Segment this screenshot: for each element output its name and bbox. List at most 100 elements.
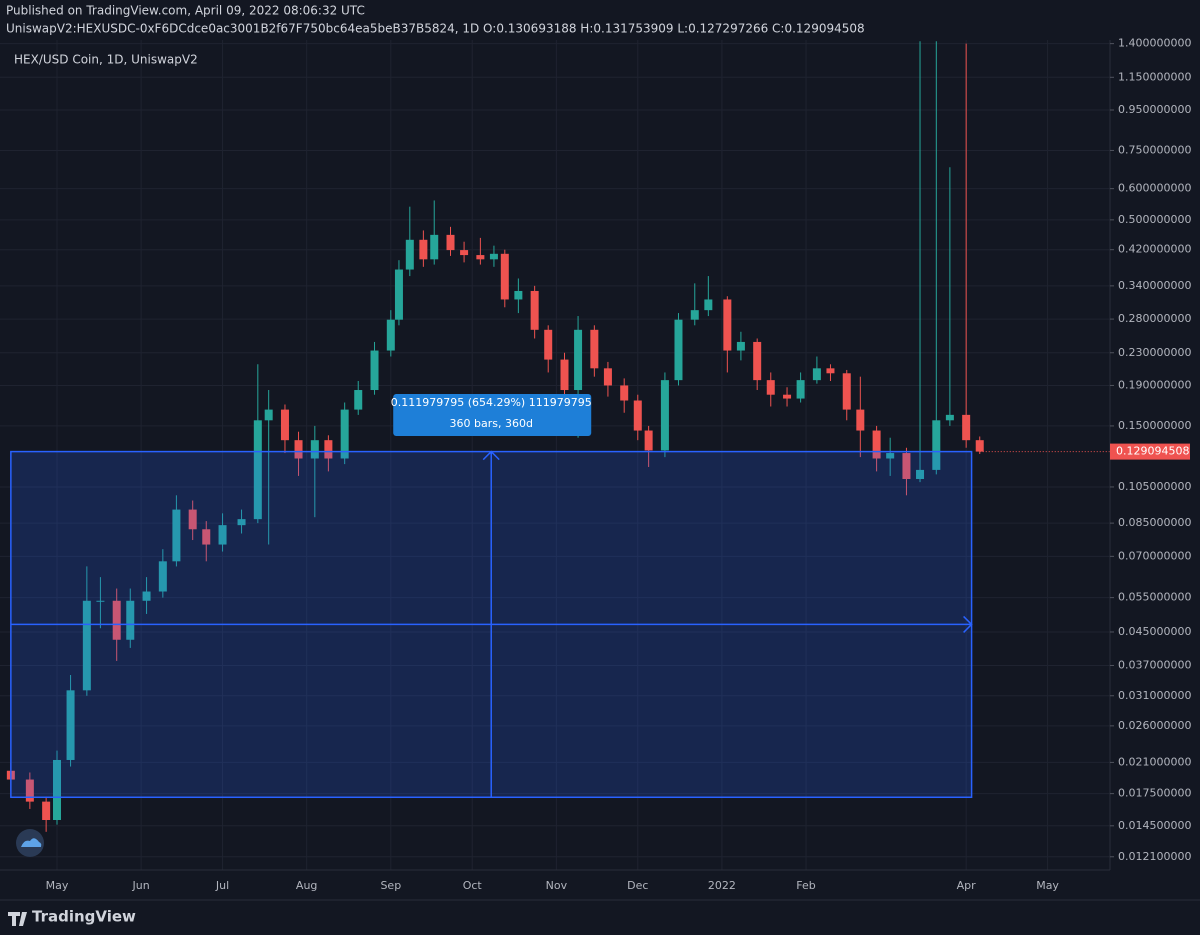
candle-body (590, 329, 599, 369)
candle-body (690, 310, 699, 320)
candle-body (218, 525, 227, 545)
candle-body (856, 409, 865, 431)
brand-logo (8, 912, 27, 926)
x-tick-label: Feb (796, 879, 815, 892)
candle-body (253, 420, 262, 520)
candle-body (188, 509, 197, 530)
y-tick-label: 0.085000000 (1118, 516, 1191, 529)
candle-body (264, 409, 273, 421)
candle-body (354, 390, 363, 410)
candle-body (280, 409, 289, 441)
candle-body (340, 409, 349, 459)
y-tick-label: 0.230000000 (1118, 346, 1191, 359)
y-tick-label: 0.750000000 (1118, 143, 1191, 156)
logo-cloud (21, 838, 42, 847)
candle-body (460, 250, 469, 256)
y-tick-label: 0.012100000 (1118, 850, 1191, 863)
published-text: Published on TradingView.com, April 09, … (6, 4, 365, 18)
y-tick-label: 0.017500000 (1118, 787, 1191, 800)
candle-body (945, 414, 954, 421)
candle-body (704, 299, 713, 311)
candle-body (172, 509, 181, 562)
overlay: 0.111979795 (654.29%) 111979795 360 bars,… (10, 394, 1110, 799)
candle-body (489, 253, 498, 260)
candle-body (126, 600, 135, 640)
candle-body (560, 359, 569, 391)
x-tick-label: Sep (380, 879, 401, 892)
y-tick-label: 0.150000000 (1118, 419, 1191, 432)
candle-body (158, 561, 167, 592)
x-tick-label: Aug (296, 879, 317, 892)
candle-body (766, 380, 775, 395)
candle-body (902, 453, 911, 479)
candle-body (82, 600, 91, 691)
candle-body (644, 430, 653, 451)
y-tick-label: 0.037000000 (1118, 658, 1191, 671)
candle-body (872, 430, 881, 459)
candle-body (142, 591, 151, 601)
y-tick-label: 0.500000000 (1118, 213, 1191, 226)
candle-body (514, 290, 523, 300)
last-price-label: 0.129094508 (1116, 445, 1189, 458)
y-tick-label: 0.420000000 (1118, 243, 1191, 256)
candle-body (783, 394, 792, 399)
candle-body (446, 234, 455, 251)
candle-body (52, 759, 61, 821)
candle-body (574, 329, 583, 391)
candle-body (310, 440, 319, 459)
candle-body (962, 414, 971, 441)
candle-body (430, 234, 439, 260)
candle-body (112, 600, 121, 640)
y-tick-label: 0.031000000 (1118, 689, 1191, 702)
candle-body (812, 368, 821, 381)
candle-body (42, 801, 51, 821)
candle-body (620, 385, 629, 401)
y-tick-label: 0.026000000 (1118, 719, 1191, 732)
candle-body (386, 319, 395, 351)
candle-body (736, 341, 745, 351)
candle-body (294, 440, 303, 459)
candle-body (886, 453, 895, 459)
last-price-box (1110, 443, 1190, 460)
x-tick-label: Jun (132, 879, 150, 892)
candle-body (530, 290, 539, 330)
x-tick-label: May (1036, 879, 1059, 892)
measure-arrow-h (10, 615, 973, 633)
candle-body (476, 255, 485, 260)
candle-body (723, 299, 732, 351)
candle-body (237, 519, 246, 526)
candle-body (25, 779, 34, 802)
candle-body (842, 373, 851, 410)
y-tick-label: 0.045000000 (1118, 625, 1191, 638)
x-tick-label: Nov (546, 879, 568, 892)
candle-body (796, 380, 805, 399)
y-tick-label: 0.950000000 (1118, 103, 1191, 116)
y-tick-label: 1.150000000 (1118, 70, 1191, 83)
candle-body (633, 400, 642, 431)
y-tick-label: 0.190000000 (1118, 378, 1191, 391)
candle-body (660, 380, 669, 451)
measure-label: 0.111979795 (654.29%) 111979795 (391, 396, 592, 409)
candles (6, 41, 984, 832)
y-tick-label: 0.014500000 (1118, 819, 1191, 832)
brand-name: TradingView (32, 908, 136, 926)
symbol-line: UniswapV2:HEXUSDC-0xF6DCdce0ac3001B2f67F… (6, 22, 865, 36)
candle-body (324, 440, 333, 459)
x-tick-label: 2022 (708, 879, 736, 892)
candle-body (932, 420, 941, 470)
candle-body (96, 600, 105, 602)
grid (0, 40, 1110, 870)
x-tick-label: Oct (463, 879, 483, 892)
candle-body (975, 440, 984, 452)
candle-body (419, 239, 428, 260)
y-tick-label: 0.055000000 (1118, 591, 1191, 604)
candle-body (916, 469, 925, 479)
y-tick-label: 0.280000000 (1118, 312, 1191, 325)
candle-body (394, 269, 403, 320)
candle-body (674, 319, 683, 381)
x-tick-label: May (46, 879, 69, 892)
candle-body (826, 368, 835, 374)
